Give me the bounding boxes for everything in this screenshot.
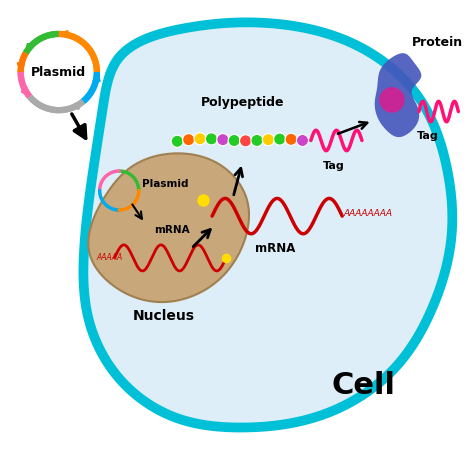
Circle shape [251,135,263,146]
Circle shape [262,134,274,146]
Circle shape [273,133,286,145]
Text: Cell: Cell [331,371,395,400]
Text: Polypeptide: Polypeptide [201,96,284,109]
Circle shape [285,133,297,146]
Circle shape [171,135,183,147]
Text: AAAAA: AAAAA [96,254,122,263]
Circle shape [182,134,195,146]
Circle shape [194,133,206,145]
Circle shape [217,134,229,146]
Text: Nucleus: Nucleus [132,309,194,323]
Polygon shape [83,22,452,428]
Circle shape [296,135,309,146]
Circle shape [205,133,218,145]
Text: mRNA: mRNA [154,225,190,235]
Text: AAAAAAAA: AAAAAAAA [344,209,392,218]
Ellipse shape [379,87,405,113]
Text: Tag: Tag [417,131,439,141]
Circle shape [239,135,252,147]
Polygon shape [88,154,249,302]
Text: Plasmid: Plasmid [142,179,189,189]
Text: mRNA: mRNA [255,242,295,255]
Circle shape [27,41,90,103]
Text: Tag: Tag [323,161,345,172]
Text: Plasmid: Plasmid [31,65,86,79]
Polygon shape [374,53,421,137]
Circle shape [228,135,240,146]
Text: Protein: Protein [412,36,463,49]
